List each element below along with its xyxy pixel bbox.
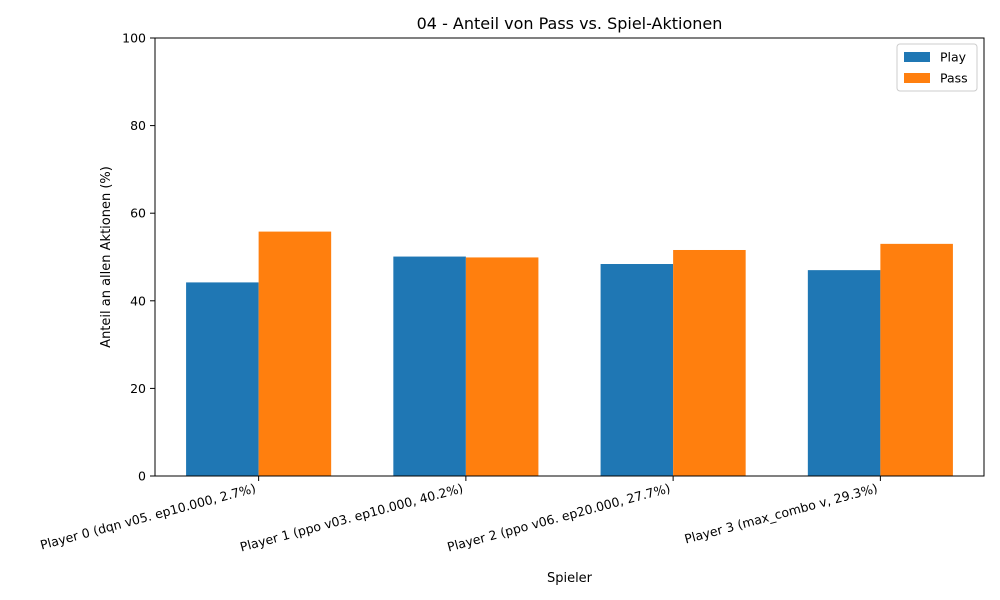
y-tick-label: 80: [130, 118, 146, 133]
bar: [673, 249, 746, 476]
y-tick-label: 20: [130, 381, 146, 396]
bar: [600, 264, 674, 476]
legend-label: Play: [940, 50, 967, 65]
x-tick-label: Player 1 (ppo v03. ep10.000, 40.2%): [238, 480, 464, 554]
legend-swatch: [904, 52, 930, 62]
y-axis-label: Anteil an allen Aktionen (%): [99, 166, 114, 348]
legend-label: Pass: [940, 71, 968, 86]
x-tick-label: Player 2 (ppo v06. ep20.000, 27.7%): [446, 480, 672, 554]
y-tick-label: 40: [130, 293, 146, 308]
plot-frame: [154, 37, 985, 477]
legend: Play Pass: [896, 43, 978, 92]
bar: [393, 256, 466, 476]
bar: [880, 243, 953, 476]
y-tick-label: 0: [138, 469, 146, 484]
y-tick-label: 100: [122, 31, 146, 46]
x-tick-label: Player 3 (max_combo v, 29.3%): [683, 480, 879, 546]
plot-area: [154, 37, 985, 477]
legend-swatch: [904, 73, 930, 83]
chart-title: 04 - Anteil von Pass vs. Spiel-Aktionen: [417, 14, 723, 33]
x-tick-label: Player 0 (dqn v05. ep10.000, 2.7%): [38, 480, 257, 552]
y-tick-label: 60: [130, 206, 146, 221]
x-axis-label: Spieler: [547, 571, 593, 586]
x-axis: Player 0 (dqn v05. ep10.000, 2.7%)Player…: [38, 476, 881, 555]
y-axis: 0 20 40 60 80 100: [122, 31, 155, 484]
bar: [186, 282, 259, 476]
bar: [807, 270, 881, 476]
bar: [465, 257, 539, 476]
bar: [258, 231, 332, 476]
